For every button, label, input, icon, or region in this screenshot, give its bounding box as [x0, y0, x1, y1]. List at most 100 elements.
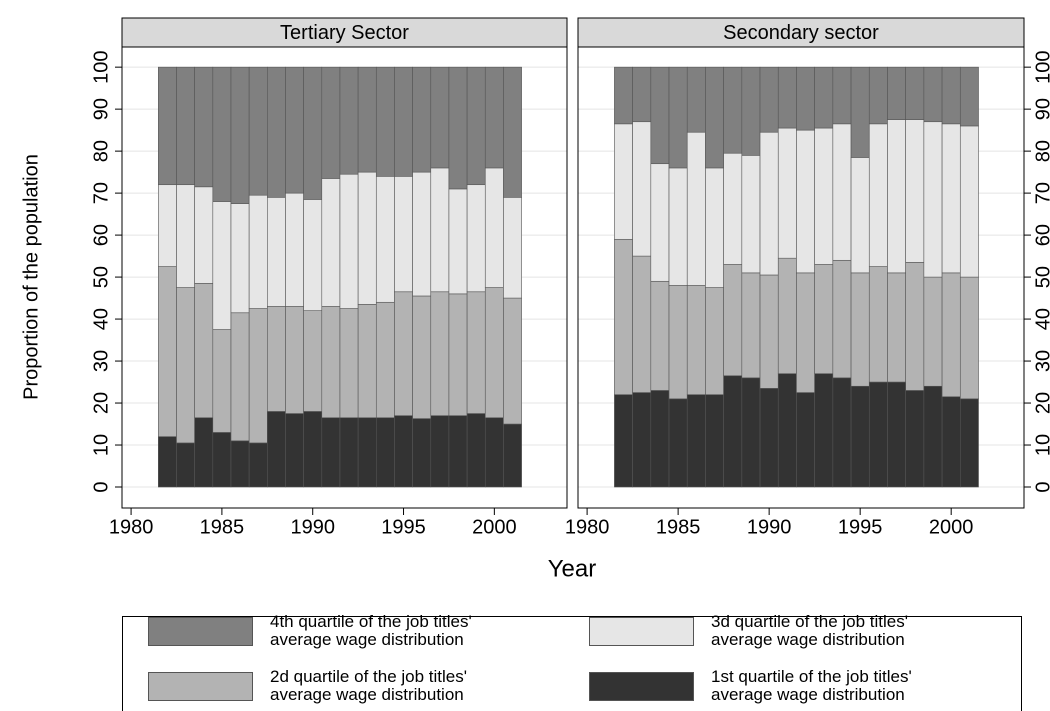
- y-tick-label: 60: [90, 224, 112, 246]
- bar-segment: [741, 155, 761, 274]
- bar-segment: [887, 381, 906, 488]
- bar-segment: [158, 184, 177, 267]
- bar-segment: [303, 66, 323, 200]
- bar-segment: [796, 129, 815, 274]
- bar-segment: [285, 192, 304, 307]
- legend-label: 4th quartile of the job titles' average …: [270, 612, 472, 649]
- bar-segment: [375, 417, 395, 488]
- bar-segment: [905, 119, 925, 263]
- y-tick-label: 0: [90, 481, 112, 492]
- plot-frame: [577, 46, 1025, 509]
- bar-segment: [941, 66, 961, 125]
- bar-segment: [394, 176, 413, 293]
- bar-segment: [339, 417, 359, 488]
- y-tick-label: 40: [90, 308, 112, 330]
- bar-segment: [212, 66, 232, 202]
- bar-segment: [267, 306, 286, 412]
- x-tick-label: 1985: [656, 516, 701, 538]
- bar-segment: [357, 304, 377, 419]
- bar-segment: [959, 398, 979, 488]
- bar-segment: [248, 308, 268, 444]
- legend-label: 2d quartile of the job titles' average w…: [270, 667, 467, 704]
- bar-segment: [741, 377, 761, 488]
- bar-segment: [484, 287, 504, 419]
- bar-segment: [887, 119, 906, 274]
- y-tick-label: 70: [90, 182, 112, 204]
- bar-segment: [814, 66, 834, 129]
- x-tick-label: 1995: [381, 516, 426, 538]
- bar-segment: [941, 396, 961, 488]
- bar-segment: [357, 171, 377, 305]
- y-tick-label: 80: [1032, 140, 1050, 162]
- bar-segment: [285, 66, 304, 194]
- bar-segment: [723, 375, 743, 488]
- bar-segment: [248, 194, 268, 309]
- bar-segment: [375, 301, 395, 419]
- bar-segment: [723, 264, 743, 377]
- bar-segment: [832, 377, 852, 488]
- bar-segment: [650, 66, 670, 165]
- x-tick-label: 1980: [565, 516, 610, 538]
- y-tick-label: 100: [90, 50, 112, 83]
- bar-segment: [959, 66, 979, 127]
- bar-segment: [814, 264, 834, 374]
- bar-segment: [941, 272, 961, 398]
- bar-segment: [194, 66, 214, 188]
- bar-segment: [796, 392, 815, 488]
- x-tick-label: 1990: [290, 516, 335, 538]
- bar-segment: [158, 436, 177, 488]
- bar-segment: [868, 123, 888, 267]
- y-tick-label: 50: [90, 266, 112, 288]
- bar-segment: [230, 312, 250, 442]
- bar-segment: [941, 123, 961, 274]
- bar-segment: [212, 432, 232, 488]
- bar-segment: [650, 163, 670, 282]
- bar-segment: [430, 291, 450, 416]
- bar-segment: [484, 167, 504, 288]
- bar-segment: [614, 123, 633, 240]
- bar-segment: [339, 66, 359, 175]
- y-tick-label: 80: [90, 140, 112, 162]
- bar-segment: [650, 390, 670, 488]
- x-tick-label: 1980: [109, 516, 154, 538]
- bar-segment: [212, 329, 232, 433]
- bar-segment: [741, 66, 761, 156]
- bar-segment: [832, 259, 852, 379]
- bar-segment: [850, 272, 870, 387]
- bar-segment: [668, 398, 688, 488]
- y-tick-label: 20: [1032, 392, 1050, 414]
- legend-swatch: [589, 671, 694, 701]
- bar-segment: [194, 417, 214, 488]
- bar-segment: [503, 66, 522, 198]
- bar-segment: [503, 297, 522, 425]
- legend-label: 1st quartile of the job titles' average …: [711, 667, 912, 704]
- bar-segment: [905, 66, 925, 120]
- bar-segment: [503, 197, 522, 299]
- bar-segment: [850, 157, 870, 274]
- bar-segment: [759, 274, 779, 389]
- bar-segment: [394, 415, 413, 488]
- y-tick-label: 10: [1032, 434, 1050, 456]
- bar-segment: [466, 184, 486, 293]
- bar-segment: [448, 293, 468, 416]
- bar-segment: [959, 276, 979, 400]
- legend: 4th quartile of the job titles' average …: [122, 612, 1022, 711]
- bar-segment: [176, 442, 195, 488]
- bar-segment: [339, 173, 359, 309]
- bar-segment: [484, 66, 504, 169]
- bar-segment: [394, 66, 413, 177]
- x-tick-label: 2000: [929, 516, 974, 538]
- y-tick-label: 90: [1032, 98, 1050, 120]
- bar-segment: [759, 66, 779, 133]
- bar-segment: [741, 272, 761, 379]
- bar-segment: [759, 388, 779, 488]
- bar-segment: [887, 272, 906, 383]
- y-tick-label: 20: [90, 392, 112, 414]
- bar-segment: [267, 411, 286, 488]
- bar-segment: [267, 66, 286, 198]
- bar-segment: [868, 381, 888, 488]
- legend-entry: 1st quartile of the job titles' average …: [589, 668, 921, 704]
- bar-segment: [248, 66, 268, 196]
- bar-segment: [686, 285, 706, 395]
